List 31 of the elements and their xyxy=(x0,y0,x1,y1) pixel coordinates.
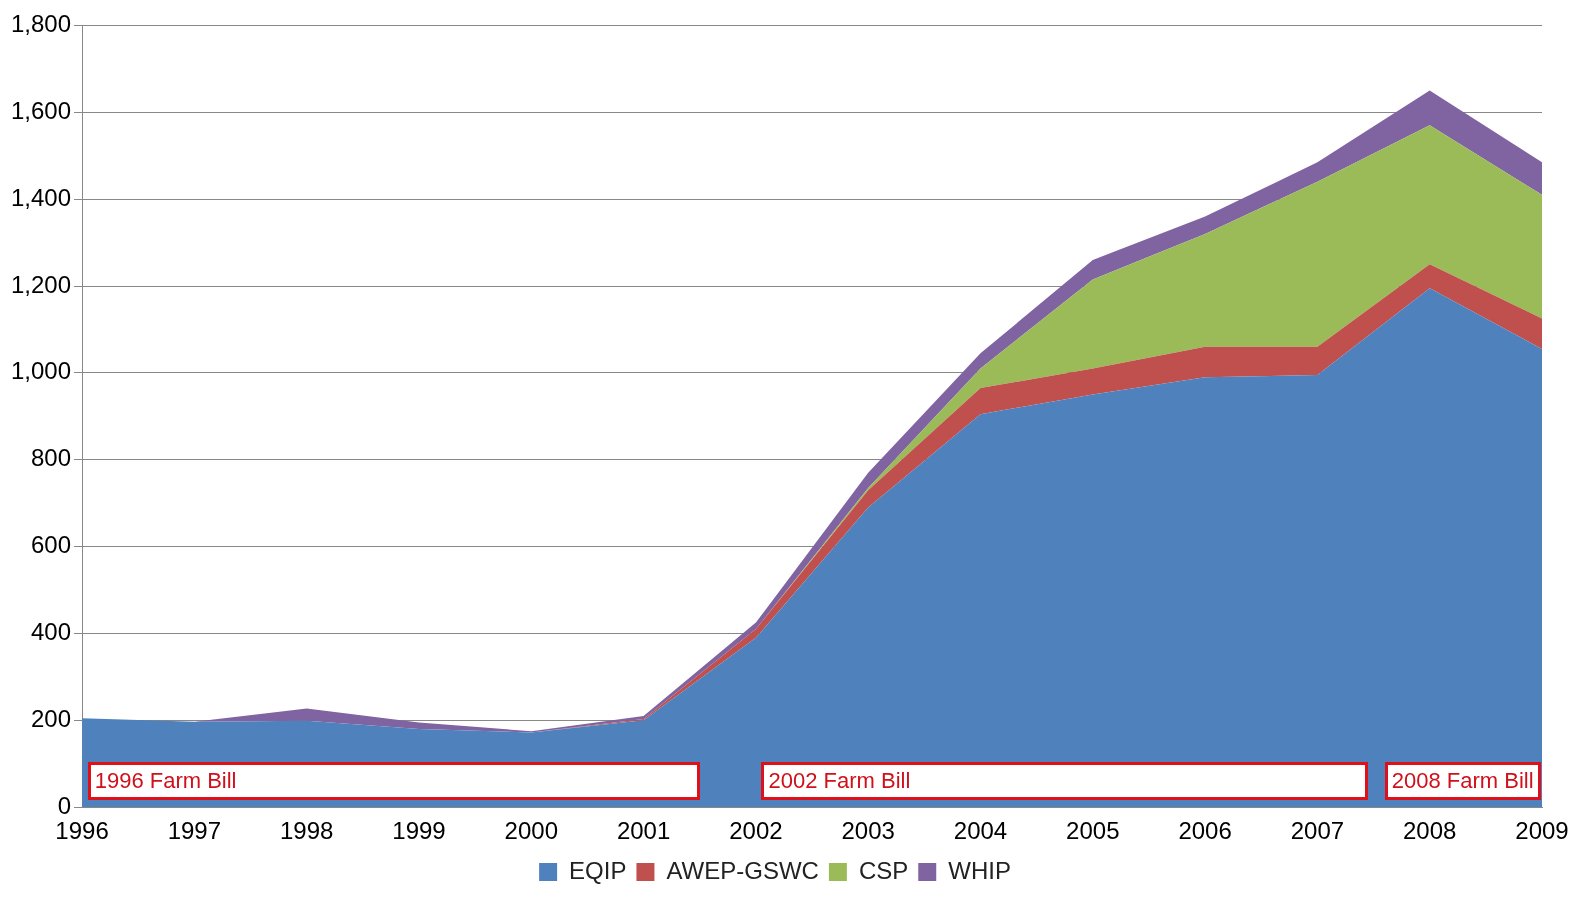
x-tick-label: 2006 xyxy=(1178,817,1232,845)
label-box: 2002 Farm Bill xyxy=(761,762,1368,801)
legend-label: WHIP xyxy=(948,856,1011,884)
x-tick-label: 2008 xyxy=(1403,817,1457,845)
x-tick-label: 1998 xyxy=(279,817,334,845)
y-tick-label: 1,400 xyxy=(11,183,72,211)
y-tick-label: 1,000 xyxy=(11,357,72,385)
y-tick-label: 1,600 xyxy=(11,96,72,124)
x-tick-label: 1997 xyxy=(167,817,222,845)
label-box: 2008 Farm Bill xyxy=(1384,762,1541,801)
y-tick-label: 800 xyxy=(31,444,72,472)
label-box: 1996 Farm Bill xyxy=(87,762,700,801)
x-tick-label: 2007 xyxy=(1290,817,1345,845)
y-tick-label: 200 xyxy=(31,704,72,732)
y-tick-label: 1,800 xyxy=(11,10,72,38)
x-tick-label: 2000 xyxy=(504,817,558,845)
y-tick-label: 400 xyxy=(31,618,72,646)
y-tick-label: 0 xyxy=(57,791,72,819)
x-tick-label: 2004 xyxy=(953,817,1008,845)
x-tick-label: 1999 xyxy=(392,817,446,845)
legend-label: CSP xyxy=(858,856,909,884)
x-tick-label: 2005 xyxy=(1066,817,1120,845)
x-tick-label: 2001 xyxy=(616,817,671,845)
x-tick-label: 2003 xyxy=(841,817,895,845)
x-tick-label: 2002 xyxy=(729,817,783,845)
y-tick-label: 600 xyxy=(31,531,72,559)
legend-label: AWEP-GSWC xyxy=(666,856,819,884)
x-tick-label: 1996 xyxy=(55,817,109,845)
y-tick-label: 1,200 xyxy=(11,270,72,298)
x-tick-label: 2009 xyxy=(1515,817,1569,845)
legend-label: EQIP xyxy=(569,856,627,884)
